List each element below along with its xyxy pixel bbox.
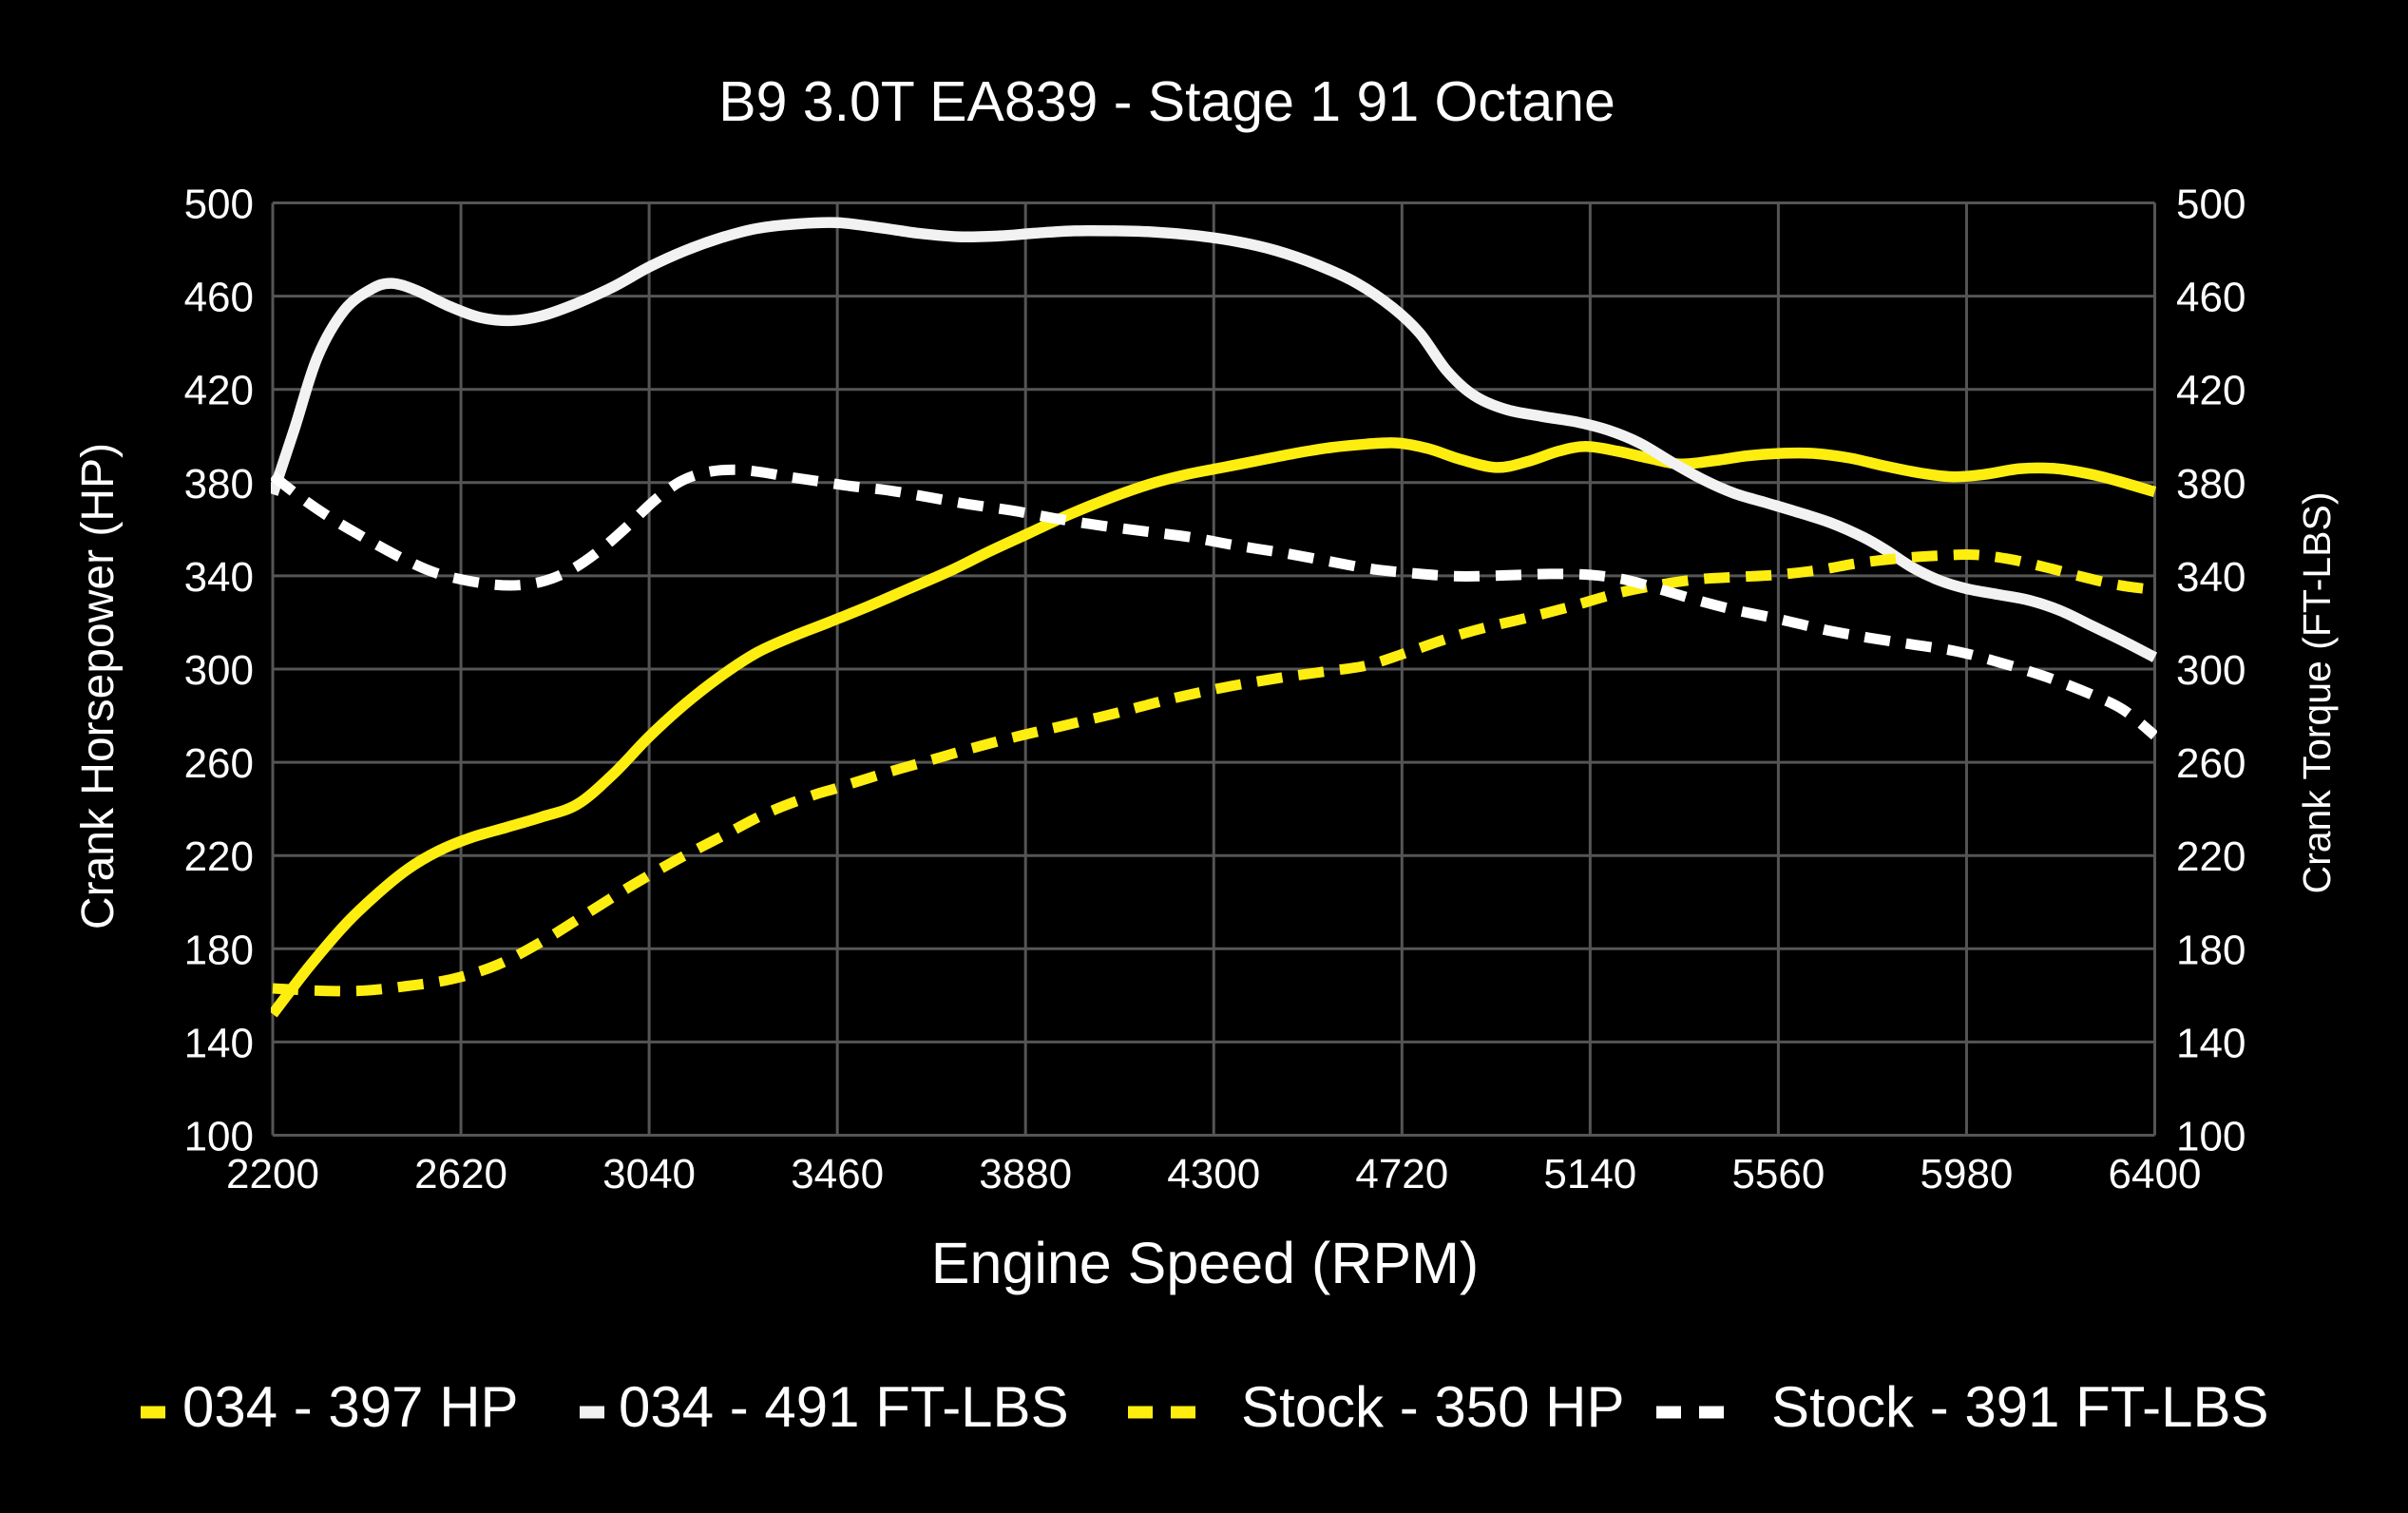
y-tick-label-right: 500 xyxy=(2176,182,2246,228)
x-axis-title: Engine Speed (RPM) xyxy=(931,1231,1479,1295)
y-tick-label-left: 300 xyxy=(184,647,254,694)
x-tick-label: 3460 xyxy=(791,1151,884,1197)
x-tick-label: 2200 xyxy=(226,1151,319,1197)
y-tick-label-left: 500 xyxy=(184,182,254,228)
y-tick-label-left: 420 xyxy=(184,368,254,414)
y-tick-label-right: 460 xyxy=(2176,275,2246,321)
x-tick-label: 5140 xyxy=(1543,1151,1636,1197)
y-tick-label-right: 380 xyxy=(2176,461,2246,508)
x-tick-label: 2620 xyxy=(414,1151,507,1197)
y-tick-label-right: 100 xyxy=(2176,1114,2246,1160)
legend-item: Stock - 350 HP xyxy=(1128,1375,1625,1439)
x-tick-label: 6400 xyxy=(2109,1151,2202,1197)
legend-item: 034 - 491 FT-LBS xyxy=(580,1375,1069,1439)
y-tick-label-right: 180 xyxy=(2176,927,2246,973)
y-tick-label-right: 140 xyxy=(2176,1020,2246,1066)
curve-stock-350-hp xyxy=(272,549,2156,997)
y-axis-title-right: Crank Torque (FT-LBS) xyxy=(2295,491,2339,893)
legend-label-034-hp: 034 - 397 HP xyxy=(182,1375,519,1439)
gridlines xyxy=(271,201,2156,1137)
y-axis-title-left: Crank Horsepower (HP) xyxy=(73,443,124,929)
y-tick-label-right: 340 xyxy=(2176,554,2246,601)
x-tick-label: 3040 xyxy=(602,1151,696,1197)
x-tick-label: 4720 xyxy=(1355,1151,1448,1197)
y-tick-label-right: 420 xyxy=(2176,368,2246,414)
y-tick-label-left: 380 xyxy=(184,461,254,508)
y-tick-label-right: 220 xyxy=(2176,833,2246,880)
x-tick-label: 5560 xyxy=(1731,1151,1825,1197)
curve-034-491-ft-lbs xyxy=(271,217,2157,662)
legend-item: Stock - 391 FT-LBS xyxy=(1656,1375,2269,1439)
y-tick-label-left: 260 xyxy=(184,740,254,787)
legend-label-stock-hp: Stock - 350 HP xyxy=(1241,1375,1625,1439)
legend-label-stock-ftlbs: Stock - 391 FT-LBS xyxy=(1771,1375,2269,1439)
y-tick-label-left: 220 xyxy=(184,833,254,880)
x-tick-label: 5980 xyxy=(1921,1151,2014,1197)
legend-label-034-ftlbs: 034 - 491 FT-LBS xyxy=(619,1375,1069,1439)
curve-stock-391-ft-lbs xyxy=(271,464,2157,740)
legend: 034 - 397 HP 034 - 491 FT-LBS Stock - 35… xyxy=(141,1375,2269,1439)
y-tick-label-left: 460 xyxy=(184,275,254,321)
axis-tick-labels: 100 140 180 220 260 300 340 380 420 460 500 100 140 1… xyxy=(184,182,2246,1198)
y-tick-label-left: 340 xyxy=(184,554,254,601)
x-tick-label: 3880 xyxy=(979,1151,1072,1197)
legend-item: 034 - 397 HP xyxy=(141,1375,519,1439)
x-tick-label: 4300 xyxy=(1167,1151,1260,1197)
y-tick-label-right: 260 xyxy=(2176,740,2246,787)
chart-title: B9 3.0T EA839 - Stage 1 91 Octane xyxy=(718,70,1615,133)
y-tick-label-right: 300 xyxy=(2176,647,2246,694)
y-tick-label-left: 100 xyxy=(184,1114,254,1160)
y-tick-label-left: 140 xyxy=(184,1020,254,1066)
curve-034-397-hp xyxy=(271,437,2157,1018)
y-tick-label-left: 180 xyxy=(184,927,254,973)
curves xyxy=(271,217,2157,1018)
